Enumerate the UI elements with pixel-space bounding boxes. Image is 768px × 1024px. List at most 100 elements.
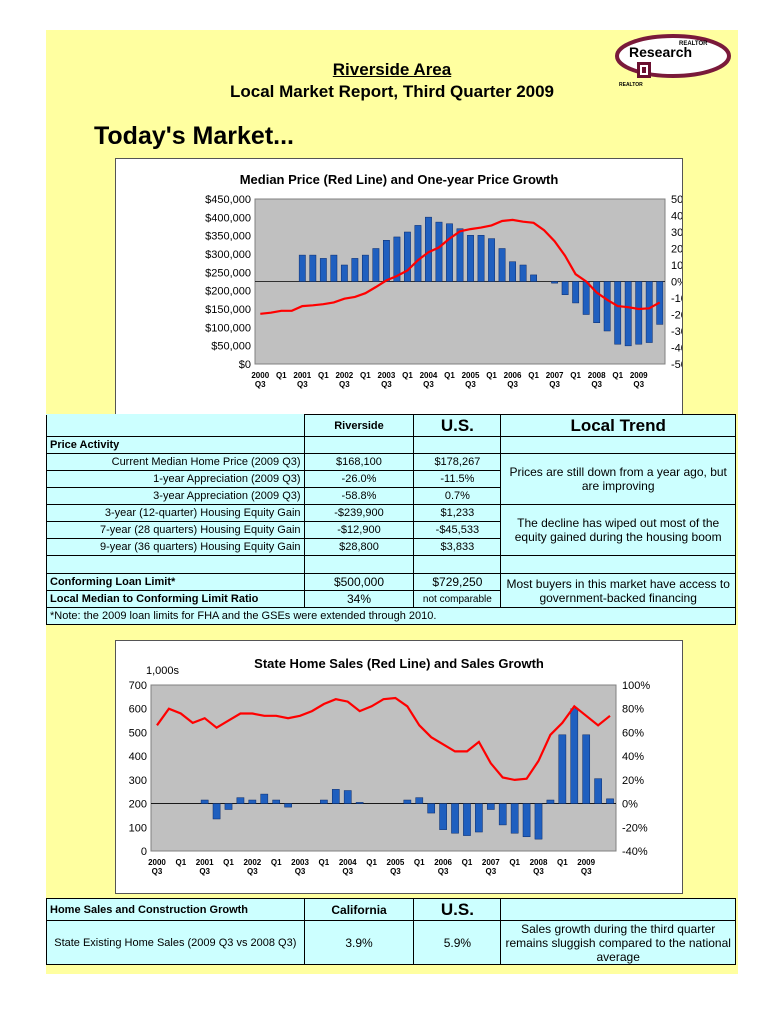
median-line-series (156, 696, 611, 782)
growth-bar (561, 281, 569, 295)
growth-bar (425, 216, 432, 282)
y-left-tick-label: $100,000 (205, 322, 251, 334)
growth-bar (645, 281, 653, 343)
growth-bar (530, 274, 537, 282)
x-tick-label: 2000 Q3 (251, 371, 269, 389)
report-title: Riverside Area (332, 60, 452, 79)
y-right-tick-label: 40% (622, 751, 644, 763)
y-right-tick-label: 0% (671, 277, 682, 289)
x-tick-label: 2002 Q3 (335, 371, 353, 389)
growth-bar (488, 238, 495, 282)
growth-bar (224, 803, 233, 810)
section-price-activity: Price Activity (46, 436, 305, 454)
x-tick-label: Q1 (509, 858, 520, 867)
growth-bar (435, 221, 443, 282)
y-right-tick-label: 40% (671, 211, 682, 223)
trend-loan: Most buyers in this market have access t… (500, 573, 736, 608)
y-left-tick-label: $350,000 (205, 231, 251, 243)
x-tick-label: 2004 Q3 (339, 858, 357, 876)
y-right-tick-label: 10% (671, 260, 682, 272)
x-tick-label: Q1 (318, 371, 329, 380)
growth-bar (572, 281, 580, 304)
growth-bar (534, 803, 543, 840)
table-row: State Existing Home Sales (2009 Q3 vs 20… (46, 920, 736, 965)
x-tick-label: Q1 (612, 371, 623, 380)
x-tick-label: 2005 Q3 (387, 858, 405, 876)
growth-bar (510, 803, 519, 834)
growth-bar (546, 799, 555, 804)
svg-text:REALTOR: REALTOR (619, 82, 643, 88)
y-right-tick-label: -30% (671, 326, 682, 338)
y-right-tick-label: 60% (622, 727, 644, 739)
growth-bar (351, 258, 359, 282)
growth-bar (439, 803, 447, 830)
x-tick-label: Q1 (276, 371, 287, 380)
svg-text:Research: Research (629, 44, 692, 60)
table-row: Current Median Home Price (2009 Q3) $168… (46, 453, 736, 505)
chart-title: Median Price (Red Line) and One-year Pri… (240, 172, 559, 187)
growth-bar (272, 799, 281, 804)
trend-price: Prices are still down from a year ago, b… (500, 453, 736, 505)
growth-bar (593, 281, 601, 323)
growth-bar (582, 281, 590, 315)
price-activity-table: Riverside U.S. Local Trend Price Activit… (46, 414, 736, 625)
x-tick-label: Q1 (414, 858, 425, 867)
x-tick-label: Q1 (557, 858, 568, 867)
x-tick-label: 2004 Q3 (420, 371, 438, 389)
x-tick-label: Q1 (319, 858, 330, 867)
growth-bar (551, 281, 559, 284)
growth-bar (355, 802, 364, 804)
col-header-trend: Local Trend (500, 414, 736, 437)
x-tick-label: 2006 Q3 (504, 371, 522, 389)
growth-bar (212, 803, 221, 820)
growth-bar (298, 254, 306, 282)
growth-bar (509, 261, 516, 282)
y-left-tick-label: 300 (129, 775, 147, 787)
x-tick-label: Q1 (402, 371, 413, 380)
y-left-unit-label: 1,000s (146, 665, 180, 677)
y-left-tick-label: $150,000 (205, 304, 251, 316)
x-tick-label: Q1 (223, 858, 234, 867)
y-right-tick-label: 50% (671, 194, 682, 206)
y-right-tick-label: -40% (671, 343, 682, 355)
y-right-tick-label: 20% (622, 775, 644, 787)
x-tick-label: 2003 Q3 (378, 371, 396, 389)
x-tick-label: Q1 (444, 371, 455, 380)
y-left-tick-label: $400,000 (205, 212, 251, 224)
state-home-sales-chart-svg: State Home Sales (Red Line) and Sales Gr… (129, 656, 651, 876)
growth-bar (456, 228, 464, 282)
y-left-tick-label: 600 (129, 704, 147, 716)
growth-bar (558, 734, 567, 804)
y-right-tick-label: 20% (671, 244, 682, 256)
growth-bar (606, 798, 614, 804)
growth-bar (340, 264, 348, 282)
home-sales-table: Home Sales and Construction Growth Calif… (46, 898, 736, 965)
growth-bar (519, 264, 527, 282)
x-tick-label: 2008 Q3 (530, 858, 548, 876)
y-left-tick-label: 100 (129, 822, 147, 834)
x-tick-label: 2009 Q3 (630, 371, 648, 389)
growth-bar (451, 803, 459, 834)
growth-bar (248, 799, 257, 804)
growth-bar (284, 803, 292, 808)
growth-bar (427, 803, 436, 814)
y-right-tick-label: 30% (671, 227, 682, 239)
growth-bar (200, 799, 209, 804)
realtor-research-logo: REALTOR Research REALTOR (615, 34, 731, 88)
y-left-tick-label: $450,000 (205, 194, 251, 206)
y-right-tick-label: -20% (622, 822, 648, 834)
growth-bar (614, 281, 622, 345)
growth-bar (522, 803, 531, 838)
chart-title: State Home Sales (Red Line) and Sales Gr… (254, 656, 544, 671)
x-tick-label: 2009 Q3 (577, 858, 595, 876)
growth-bar (260, 793, 269, 804)
growth-bar (603, 281, 611, 332)
x-tick-label: Q1 (462, 858, 473, 867)
svg-text:REALTOR: REALTOR (679, 41, 708, 47)
x-tick-label: 2002 Q3 (243, 858, 261, 876)
table-note: *Note: the 2009 loan limits for FHA and … (46, 607, 736, 625)
growth-bar (463, 803, 471, 836)
y-left-tick-label: $200,000 (205, 286, 251, 298)
y-left-tick-label: 700 (129, 680, 147, 692)
table-row: 3-year (12-quarter) Housing Equity Gain … (46, 504, 736, 556)
